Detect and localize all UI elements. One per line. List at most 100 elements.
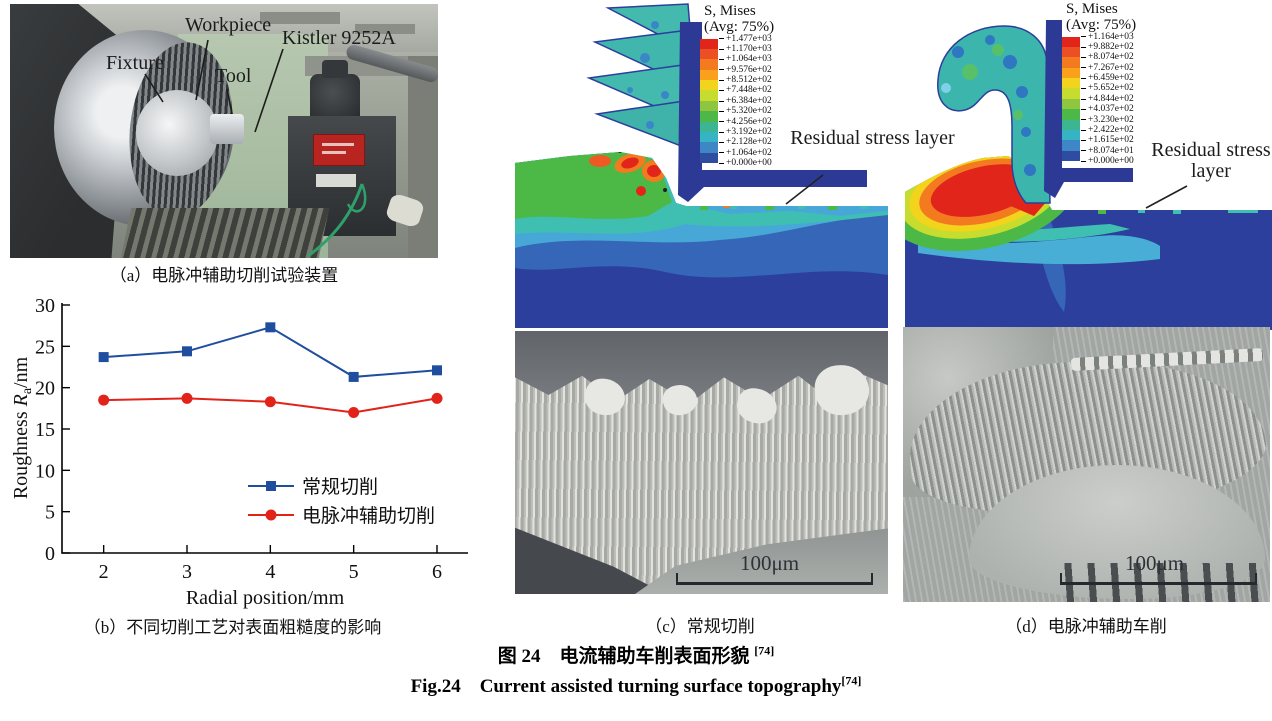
sem-image-c: 100μm — [515, 331, 888, 594]
data-point — [182, 346, 192, 357]
caption-c: （c）常规切削 — [645, 617, 755, 636]
colorbar-band — [1062, 67, 1080, 79]
colorbar-value: +8.074e+02 — [1081, 52, 1134, 62]
kistler-pointer-line — [254, 48, 284, 133]
x-axis-label: Radial position/mm — [186, 587, 345, 609]
colorbar-value: +2.128e+02 — [719, 137, 772, 147]
colorbar-value: +1.064e+03 — [719, 54, 772, 64]
colorbar-value: +1.170e+03 — [719, 44, 772, 54]
colorbar-band — [700, 152, 718, 164]
colorbar-band — [1062, 150, 1080, 162]
caption-b: （b）不同切削工艺对表面粗糙度的影响 — [83, 618, 382, 637]
residual-stress-note-c: Residual stress layer — [790, 127, 955, 149]
stress-legend-subtitle: (Avg: 75%) — [1066, 16, 1137, 33]
stress-legend-subtitle: (Avg: 75%) — [704, 18, 775, 35]
data-point — [431, 392, 443, 404]
figure-caption-en-text: Fig.24 Current assisted turning surface … — [410, 676, 842, 697]
cutting-tool-c — [678, 22, 867, 202]
colorbar-band — [700, 100, 718, 112]
y-tick-label: 20 — [35, 378, 55, 400]
colorbar-value: +8.512e+02 — [719, 75, 772, 85]
colorbar-value: +9.576e+02 — [719, 65, 772, 75]
legend-label-0: 常规切削 — [302, 476, 378, 498]
figure-caption-zh-ref: [74] — [754, 643, 775, 658]
chip-speckles — [627, 21, 669, 129]
stress-legend-d: S, Mises (Avg: 75%) +1.164e+03 +9.882e+02… — [1062, 1, 1187, 167]
colorbar-band — [1062, 57, 1080, 68]
data-point — [348, 371, 359, 382]
chuck-hub — [136, 90, 218, 176]
colorbar-value: +1.615e+02 — [1081, 135, 1134, 145]
colorbar-band — [1062, 109, 1080, 120]
colorbar-value: +7.448e+02 — [719, 85, 772, 95]
figure-caption-en: Fig.24 Current assisted turning surface … — [0, 671, 1272, 698]
y-tick-label: 10 — [35, 460, 55, 482]
colorbar-band — [1062, 78, 1080, 89]
colorbar-value: +4.256e+02 — [719, 117, 772, 127]
legend-label-1: 电脉冲辅助切削 — [302, 505, 435, 527]
y-tick-label: 30 — [35, 295, 55, 317]
workpiece-pointer-line — [195, 39, 209, 101]
colorbar-band — [1062, 119, 1080, 131]
figure-caption-en-ref: [74] — [841, 673, 862, 688]
figure-caption-zh-text: 图 24 电流辅助车削表面形貌 — [497, 646, 755, 667]
stress-colorbar-labels: +1.477e+03 +1.170e+03 +1.064e+03 +9.576e+02… — [719, 34, 772, 169]
colorbar-value: +3.230e+02 — [1081, 115, 1134, 125]
x-tick-label: 4 — [265, 561, 275, 583]
residual-pointer-c — [785, 174, 824, 205]
label-kistler: Kistler 9252A — [282, 27, 396, 49]
small-label — [316, 174, 356, 187]
data-point — [181, 392, 193, 404]
colorbar-value: +9.882e+02 — [1081, 42, 1134, 52]
tool-pointer-line — [226, 88, 233, 115]
fem-simulation-d — [905, 20, 1272, 330]
y-tick-label: 5 — [45, 502, 55, 524]
data-point — [264, 396, 276, 408]
rail-slot — [260, 12, 340, 24]
green-cable — [307, 183, 364, 258]
colorbar-band — [700, 69, 718, 81]
colorbar-value: +5.320e+02 — [719, 106, 772, 116]
colorbar-band — [1062, 36, 1080, 47]
stress-legend-title: S, Mises — [704, 3, 756, 19]
photo-annotation-lines — [144, 39, 367, 258]
sem-image-d: 100μm — [903, 327, 1270, 602]
residual-pointer-d — [1145, 185, 1188, 209]
colorbar-value: +4.037e+02 — [1081, 104, 1134, 114]
dynamometer-plate — [313, 134, 365, 166]
x-tick-label: 2 — [99, 561, 109, 583]
colorbar-band — [700, 59, 718, 70]
data-point — [98, 352, 109, 363]
workpiece-shaft — [210, 114, 244, 144]
caption-d: （d）电脉冲辅助车削 — [1005, 617, 1167, 636]
colorbar-value: +7.267e+02 — [1081, 63, 1134, 73]
x-tick-label: 3 — [182, 561, 192, 583]
caption-a: （a）电脉冲辅助切削试验装置 — [109, 266, 339, 285]
x-tick-label: 6 — [432, 561, 442, 583]
colorbar-value: +8.074e+01 — [1081, 146, 1134, 156]
y-tick-label: 25 — [35, 336, 55, 358]
colorbar-value: +4.844e+02 — [1081, 94, 1134, 104]
colorbar-value: +3.192e+02 — [719, 127, 772, 137]
residual-stress-note-d: Residual stress layer — [1151, 139, 1271, 182]
colorbar-value: +1.064e+02 — [719, 148, 772, 158]
stress-colorbar — [700, 38, 718, 169]
colorbar-band — [700, 48, 718, 60]
green-cable-loop — [346, 183, 367, 213]
data-point — [265, 322, 276, 333]
series-line-0 — [103, 326, 438, 378]
stress-colorbar — [1062, 36, 1080, 167]
label-fixture: Fixture — [106, 52, 164, 74]
colorbar-band — [1062, 98, 1080, 110]
scale-label-d: 100μm — [1125, 551, 1185, 575]
experiment-photo: Fixture Workpiece Tool Kistler 9252A — [10, 4, 438, 258]
colorbar-value: +6.384e+02 — [719, 96, 772, 106]
colorbar-value: +5.652e+02 — [1081, 83, 1134, 93]
stress-legend-c: S, Mises (Avg: 75%) +1.477e+03 +1.170e+03… — [700, 3, 825, 169]
colorbar-value: +2.422e+02 — [1081, 125, 1134, 135]
colorbar-band — [1062, 130, 1080, 141]
colorbar-band — [700, 132, 718, 143]
label-tool: Tool — [215, 65, 252, 87]
colorbar-value: +1.164e+03 — [1081, 32, 1134, 42]
